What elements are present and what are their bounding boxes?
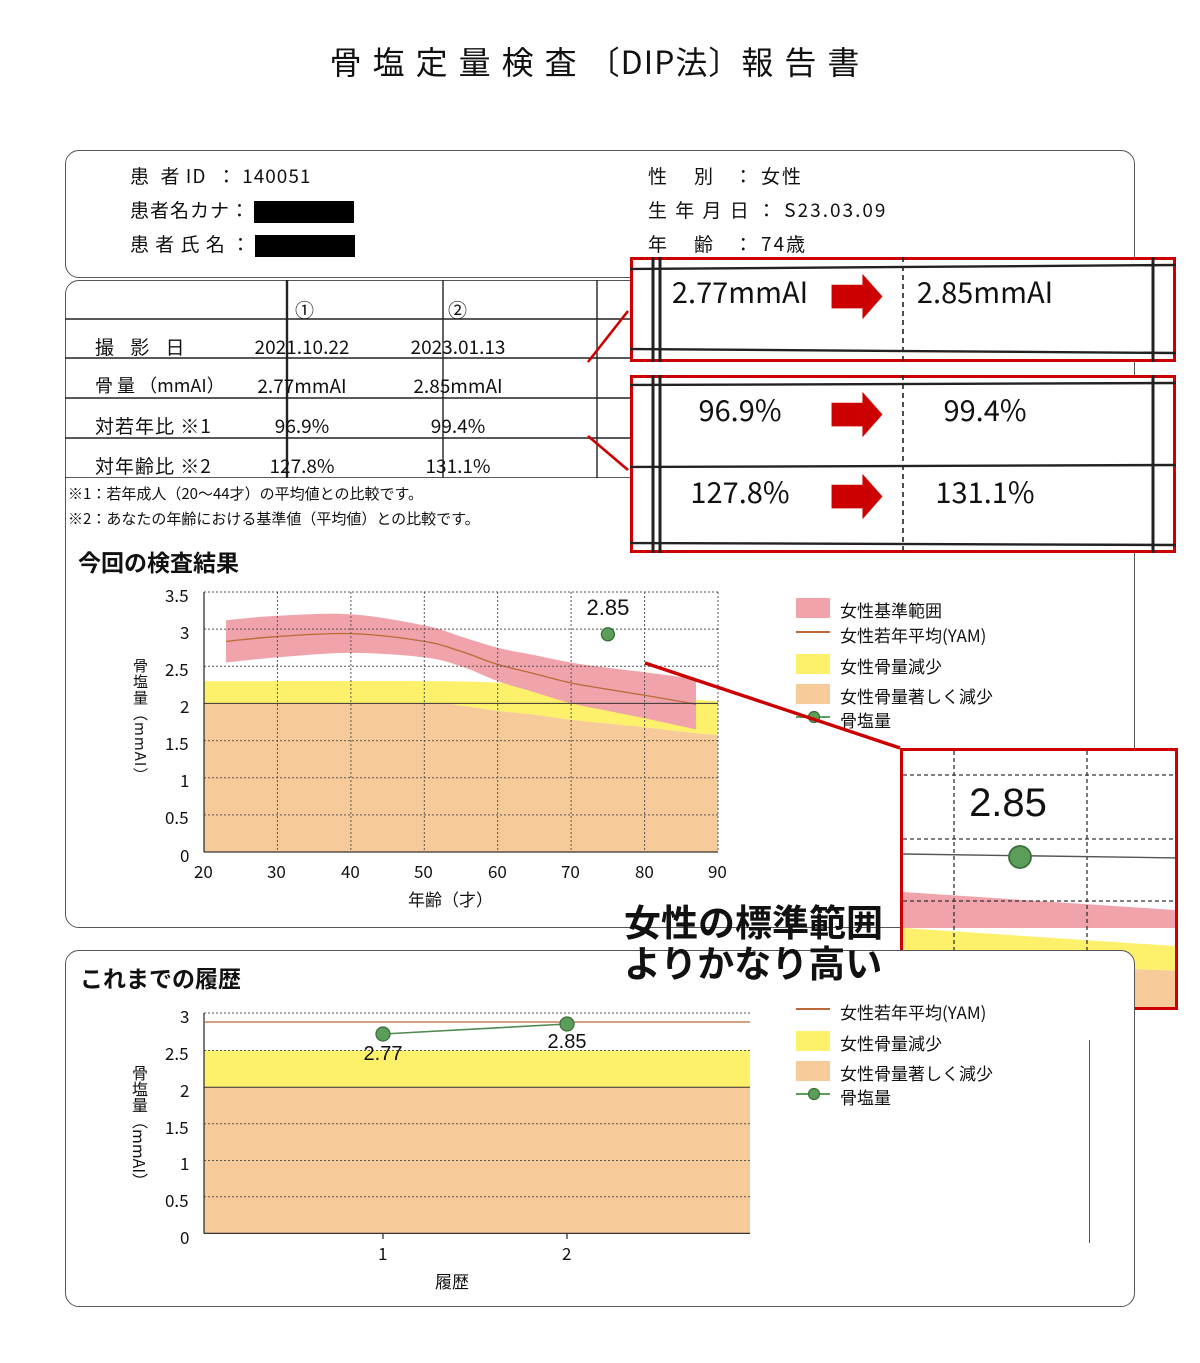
svg-text:2.77: 2.77 <box>364 1043 403 1065</box>
svg-text:2.85: 2.85 <box>548 1031 587 1053</box>
